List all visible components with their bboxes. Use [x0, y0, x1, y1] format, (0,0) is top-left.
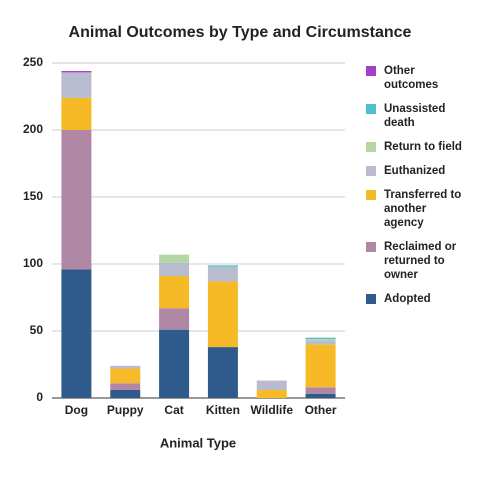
- bar-segment: [207, 266, 238, 282]
- legend-item: Other outcomes: [366, 64, 466, 92]
- chart-title: Animal Outcomes by Type and Circumstance: [69, 24, 412, 41]
- bar-segment: [305, 393, 336, 398]
- x-tick-label: Puppy: [107, 403, 144, 417]
- legend-item: Return to field: [366, 140, 466, 154]
- legend-swatch: [366, 242, 376, 252]
- bar-segment: [256, 380, 287, 390]
- y-tick-label: 150: [23, 189, 43, 203]
- legend-label: Unassisted death: [384, 103, 446, 129]
- legend-label: Other outcomes: [384, 65, 439, 91]
- legend-item: Reclaimed or returned to owner: [366, 240, 466, 282]
- bar-segment: [305, 337, 336, 340]
- bar-segment: [110, 368, 141, 384]
- bar-segment: [110, 365, 141, 369]
- bar-segment: [305, 340, 336, 345]
- x-tick-label: Other: [305, 403, 337, 417]
- legend-swatch: [366, 142, 376, 152]
- legend-label: Return to field: [384, 141, 462, 153]
- bar-segment: [110, 383, 141, 390]
- bar-segment: [61, 71, 92, 73]
- bar-segment: [256, 389, 287, 398]
- bar-segment: [207, 281, 238, 348]
- x-axis-label: Animal Type: [160, 435, 236, 450]
- x-tick-label: Dog: [65, 403, 88, 417]
- legend-swatch: [366, 190, 376, 200]
- y-tick-label: 250: [23, 55, 43, 69]
- bar-segment: [159, 329, 190, 398]
- legend-label: Transferred to another agency: [384, 189, 462, 229]
- legend-swatch: [366, 294, 376, 304]
- bar-segment: [61, 97, 92, 130]
- x-tick-label: Wildlife: [250, 403, 293, 417]
- y-tick-label: 0: [36, 390, 43, 404]
- legend-swatch: [366, 104, 376, 114]
- bar-segment: [159, 276, 190, 309]
- bar-segment: [159, 262, 190, 277]
- y-tick-label: 200: [23, 122, 43, 136]
- bar-segment: [159, 254, 190, 263]
- legend-item: Euthanized: [366, 164, 466, 178]
- legend-item: Adopted: [366, 292, 466, 306]
- bar-segment: [305, 387, 336, 394]
- bar-segment: [207, 347, 238, 398]
- bar-segment: [61, 269, 92, 398]
- legend-label: Adopted: [384, 293, 431, 305]
- bar-segment: [207, 265, 238, 267]
- legend-item: Unassisted death: [366, 102, 466, 130]
- legend-label: Reclaimed or returned to owner: [384, 241, 457, 281]
- bar-segment: [305, 339, 336, 341]
- bar-segment: [110, 389, 141, 398]
- y-tick-label: 100: [23, 256, 43, 270]
- legend-label: Euthanized: [384, 165, 446, 177]
- y-tick-label: 50: [30, 323, 44, 337]
- x-tick-label: Cat: [164, 403, 183, 417]
- bar-segment: [61, 72, 92, 98]
- bar-segment: [305, 344, 336, 388]
- bar-segment: [61, 130, 92, 270]
- bar-segment: [159, 308, 190, 330]
- legend-swatch: [366, 166, 376, 176]
- x-tick-label: Kitten: [206, 403, 240, 417]
- legend-item: Transferred to another agency: [366, 188, 466, 230]
- legend-swatch: [366, 66, 376, 76]
